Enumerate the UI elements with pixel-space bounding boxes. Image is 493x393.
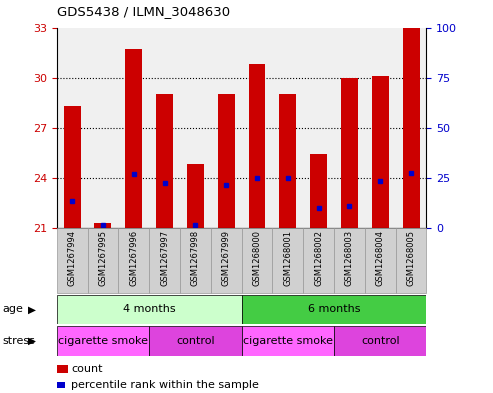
Text: percentile rank within the sample: percentile rank within the sample [71,380,259,390]
Bar [242,326,334,356]
Bar [248,64,265,228]
Bar [57,228,88,293]
Text: GSM1268002: GSM1268002 [314,230,323,286]
Bar [118,228,149,293]
Text: GSM1267994: GSM1267994 [68,230,76,286]
Text: cigarette smoke: cigarette smoke [243,336,333,346]
Text: GSM1268004: GSM1268004 [376,230,385,286]
Bar [125,49,142,228]
Bar [218,94,235,228]
Text: GSM1268000: GSM1268000 [252,230,261,286]
Bar [341,78,358,228]
Text: age: age [2,305,23,314]
Bar [180,228,211,293]
Bar [395,228,426,293]
Text: 4 months: 4 months [123,305,176,314]
Bar [272,228,303,293]
Bar [280,94,296,228]
Text: GSM1268005: GSM1268005 [407,230,416,286]
Bar [242,228,272,293]
Text: cigarette smoke: cigarette smoke [58,336,148,346]
Text: ▶: ▶ [28,336,36,346]
Text: control: control [176,336,214,346]
Bar [303,228,334,293]
Bar [156,94,173,228]
Bar [310,154,327,228]
Text: GSM1268001: GSM1268001 [283,230,292,286]
Text: stress: stress [2,336,35,346]
Bar [242,295,426,324]
Text: ▶: ▶ [28,305,36,314]
Bar [57,295,242,324]
Bar [211,228,242,293]
Text: GSM1267998: GSM1267998 [191,230,200,286]
Text: GSM1267996: GSM1267996 [129,230,138,286]
Bar [149,228,180,293]
Bar [403,24,420,228]
Text: 6 months: 6 months [308,305,360,314]
Text: count: count [71,364,103,374]
Text: GSM1267997: GSM1267997 [160,230,169,286]
Text: GSM1267999: GSM1267999 [222,230,231,286]
Text: GDS5438 / ILMN_3048630: GDS5438 / ILMN_3048630 [57,5,230,18]
Bar [57,326,149,356]
Bar [95,223,111,228]
Bar [372,76,388,228]
Bar [334,326,426,356]
Bar [149,326,242,356]
Bar [365,228,395,293]
Text: GSM1267995: GSM1267995 [99,230,107,286]
Text: control: control [361,336,399,346]
Bar [187,165,204,228]
Bar [64,106,80,228]
Bar [334,228,365,293]
Text: GSM1268003: GSM1268003 [345,230,354,286]
Bar [88,228,118,293]
